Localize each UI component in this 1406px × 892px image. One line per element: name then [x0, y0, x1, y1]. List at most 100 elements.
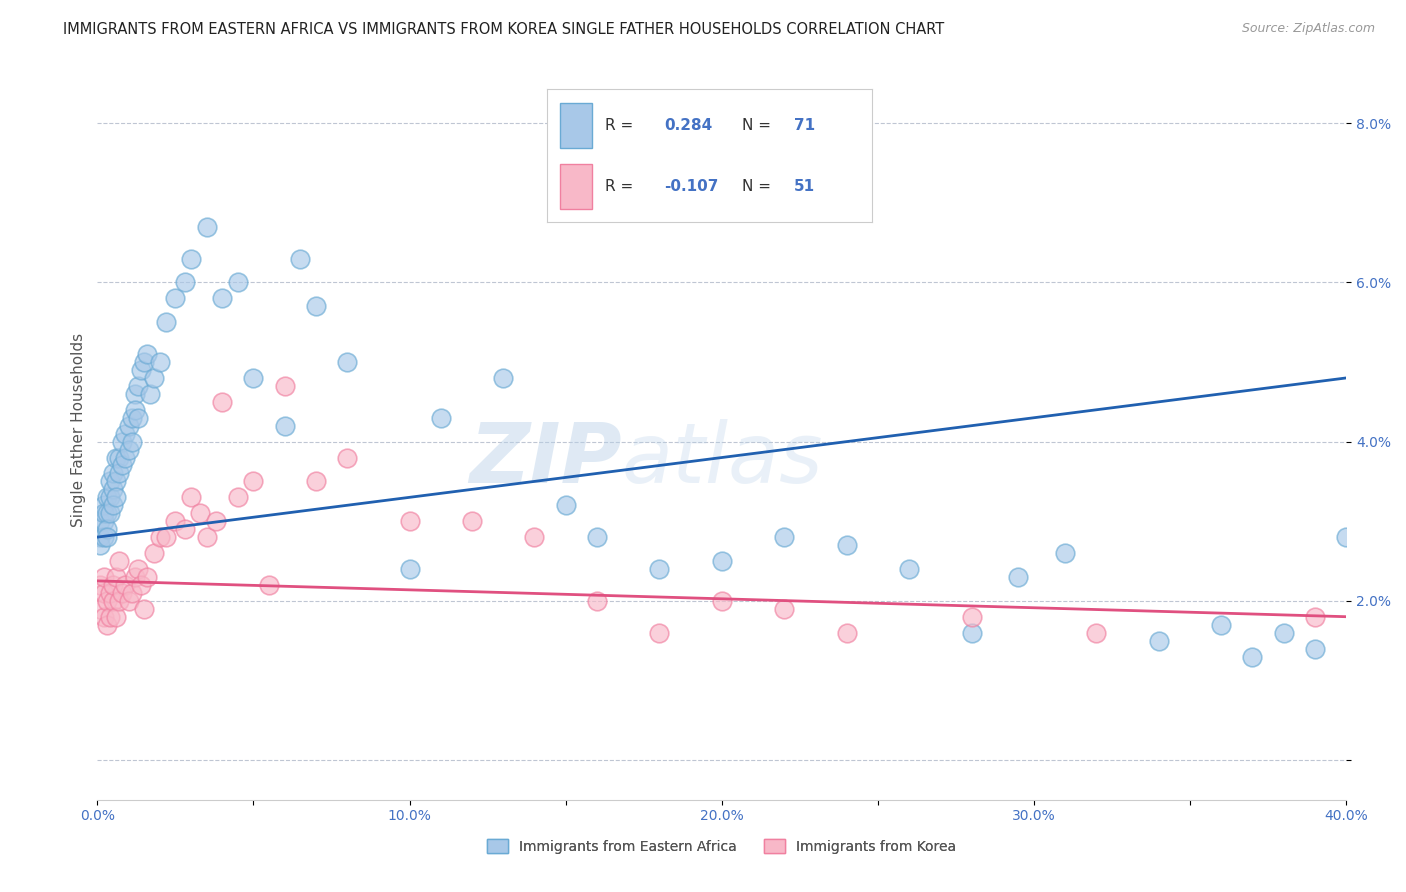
Point — [89, 578, 111, 592]
Point — [195, 530, 218, 544]
Point — [124, 387, 146, 401]
Point — [111, 458, 134, 473]
Point — [108, 554, 131, 568]
Text: IMMIGRANTS FROM EASTERN AFRICA VS IMMIGRANTS FROM KOREA SINGLE FATHER HOUSEHOLDS: IMMIGRANTS FROM EASTERN AFRICA VS IMMIGR… — [63, 22, 945, 37]
Point — [89, 538, 111, 552]
Point — [336, 450, 359, 465]
Point — [586, 530, 609, 544]
Point — [960, 625, 983, 640]
Point — [96, 530, 118, 544]
Point — [98, 506, 121, 520]
Point — [111, 586, 134, 600]
Point — [93, 586, 115, 600]
Point — [523, 530, 546, 544]
Point — [1007, 570, 1029, 584]
Point — [93, 506, 115, 520]
Point — [835, 625, 858, 640]
Point — [226, 491, 249, 505]
Point — [134, 601, 156, 615]
Point — [105, 609, 128, 624]
Point — [305, 475, 328, 489]
Point — [127, 562, 149, 576]
Point — [111, 434, 134, 449]
Point — [242, 371, 264, 385]
Point — [101, 594, 124, 608]
Point — [1054, 546, 1077, 560]
Point — [273, 418, 295, 433]
Point — [1211, 617, 1233, 632]
Point — [89, 530, 111, 544]
Point — [105, 491, 128, 505]
Point — [461, 514, 484, 528]
Point — [117, 442, 139, 457]
Point — [93, 498, 115, 512]
Point — [114, 426, 136, 441]
Point — [121, 586, 143, 600]
Point — [139, 387, 162, 401]
Point — [257, 578, 280, 592]
Point — [149, 355, 172, 369]
Point — [134, 355, 156, 369]
Point — [226, 276, 249, 290]
Point — [195, 219, 218, 234]
Point — [1272, 625, 1295, 640]
Point — [93, 609, 115, 624]
Point — [173, 522, 195, 536]
Point — [93, 530, 115, 544]
Point — [117, 418, 139, 433]
Point — [648, 625, 671, 640]
Point — [98, 609, 121, 624]
Point — [1085, 625, 1108, 640]
Text: atlas: atlas — [621, 418, 824, 500]
Point — [108, 594, 131, 608]
Point — [108, 467, 131, 481]
Point — [121, 410, 143, 425]
Point — [93, 514, 115, 528]
Point — [586, 594, 609, 608]
Point — [114, 450, 136, 465]
Point — [554, 498, 576, 512]
Point — [129, 363, 152, 377]
Point — [89, 514, 111, 528]
Point — [835, 538, 858, 552]
Point — [96, 491, 118, 505]
Point — [117, 594, 139, 608]
Point — [89, 601, 111, 615]
Point — [96, 617, 118, 632]
Point — [165, 514, 187, 528]
Point — [1303, 609, 1326, 624]
Point — [101, 483, 124, 497]
Text: Source: ZipAtlas.com: Source: ZipAtlas.com — [1241, 22, 1375, 36]
Point — [429, 410, 451, 425]
Point — [127, 410, 149, 425]
Point — [101, 578, 124, 592]
Point — [96, 594, 118, 608]
Point — [101, 498, 124, 512]
Point — [105, 475, 128, 489]
Point — [773, 601, 796, 615]
Point — [242, 475, 264, 489]
Point — [114, 578, 136, 592]
Point — [190, 506, 212, 520]
Point — [180, 491, 202, 505]
Point — [93, 570, 115, 584]
Point — [1241, 649, 1264, 664]
Point — [1303, 641, 1326, 656]
Point — [105, 570, 128, 584]
Point — [98, 475, 121, 489]
Point — [142, 546, 165, 560]
Point — [136, 570, 159, 584]
Point — [305, 299, 328, 313]
Point — [129, 578, 152, 592]
Point — [98, 491, 121, 505]
Point — [648, 562, 671, 576]
Point — [273, 379, 295, 393]
Point — [1334, 530, 1357, 544]
Point — [101, 467, 124, 481]
Point — [155, 315, 177, 329]
Point — [211, 291, 233, 305]
Point — [336, 355, 359, 369]
Point — [773, 530, 796, 544]
Point — [492, 371, 515, 385]
Point — [149, 530, 172, 544]
